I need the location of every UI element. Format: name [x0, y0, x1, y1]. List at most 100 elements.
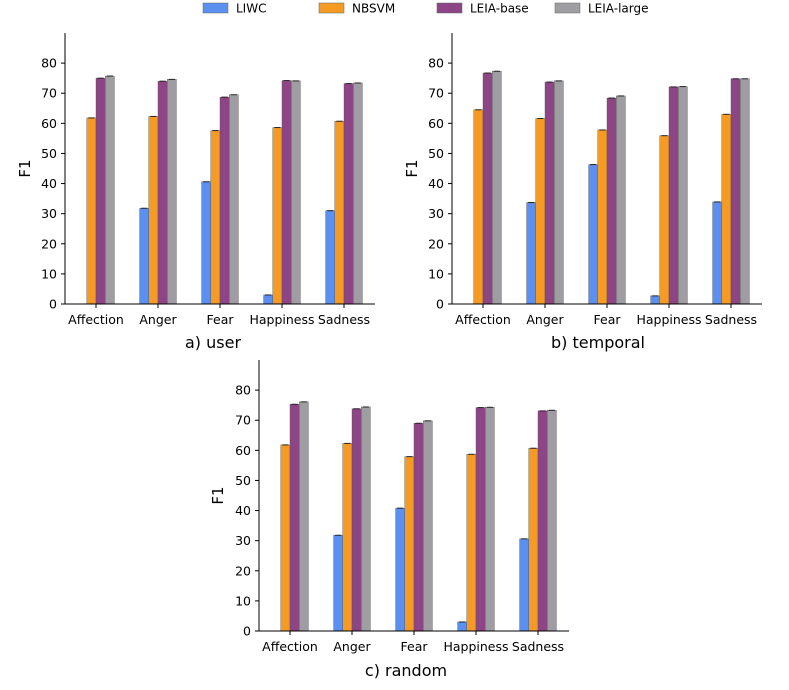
y-tick-label: 20	[41, 236, 57, 251]
bar-nbsvm-anger	[342, 443, 353, 632]
x-tick-label-happiness: Happiness	[636, 312, 701, 327]
y-tick-label: 60	[428, 116, 444, 131]
bar-leia-base-fear	[606, 97, 617, 305]
bar-leia-large-sadness	[740, 78, 750, 305]
bar-nbsvm-fear	[210, 130, 221, 305]
bar-leia-base-anger	[157, 80, 168, 305]
x-tick-label-fear: Fear	[401, 639, 429, 654]
y-tick-label: 50	[235, 473, 251, 488]
bar-nbsvm-happiness	[659, 135, 670, 305]
y-axis-label: F1	[403, 159, 421, 177]
bar-leia-base-happiness	[475, 407, 486, 632]
bar-leia-large-anger	[361, 406, 371, 632]
bar-leia-large-affection	[492, 71, 502, 305]
y-tick-label: 40	[235, 503, 251, 518]
bar-leia-base-fear	[219, 96, 230, 305]
y-tick-label: 10	[41, 266, 57, 281]
y-tick-label: 70	[235, 413, 251, 428]
legend: LIWC NBSVM LEIA-base LEIA-large	[202, 2, 649, 16]
bar-liwc-sadness	[325, 210, 336, 305]
bar-liwc-anger	[526, 202, 536, 305]
y-tick-label: 20	[235, 563, 251, 578]
y-axis-label: F1	[209, 486, 227, 504]
bar-leia-base-affection	[482, 72, 493, 305]
bar-leia-large-happiness	[485, 407, 495, 632]
y-tick-label: 80	[235, 383, 251, 398]
bar-leia-base-sadness	[343, 83, 354, 305]
bar-nbsvm-happiness	[466, 454, 477, 632]
bar-nbsvm-anger	[535, 118, 546, 305]
bar-leia-large-affection	[104, 75, 115, 305]
y-tick-label: 30	[41, 206, 57, 221]
bar-nbsvm-fear	[404, 456, 415, 632]
chart-panel-3: 0 10 20 30 40 50 60 70 80 Affection Anger Fear Happi…	[209, 360, 569, 680]
legend-swatch-leia-large	[554, 2, 581, 14]
chart-caption: c) random	[365, 661, 447, 680]
bar-liwc-anger	[139, 208, 150, 305]
chart-caption: a) user	[185, 333, 241, 352]
chart-caption: b) temporal	[551, 333, 645, 352]
y-tick-label: 10	[428, 266, 444, 281]
bar-nbsvm-fear	[597, 129, 608, 305]
y-tick-label: 30	[235, 533, 251, 548]
y-tick-label: 60	[235, 443, 251, 458]
legend-label-leia-base: LEIA-base	[470, 2, 529, 16]
x-tick-label-sadness: Sadness	[512, 639, 564, 654]
y-tick-label: 40	[41, 176, 57, 191]
chart-panel-1: 0 10 20 30 40 50 60 70 80 Affection Anger Fear Happi…	[16, 33, 375, 352]
y-tick-label: 30	[428, 206, 444, 221]
bar-leia-large-happiness	[291, 80, 301, 305]
bar-nbsvm-happiness	[272, 127, 283, 305]
bar-leia-base-affection	[289, 404, 300, 632]
legend-swatch-leia-base	[436, 2, 463, 14]
legend-swatch-nbsvm	[318, 2, 345, 14]
x-tick-label-anger: Anger	[139, 312, 177, 327]
bar-leia-large-happiness	[678, 86, 688, 305]
bar-liwc-fear	[588, 164, 598, 305]
bar-leia-large-sadness	[547, 410, 557, 632]
bar-leia-large-fear	[228, 94, 239, 305]
bar-leia-large-anger	[166, 79, 177, 305]
bar-leia-large-sadness	[353, 82, 363, 305]
bar-leia-base-anger	[544, 81, 555, 305]
bar-leia-large-fear	[423, 420, 433, 632]
bar-liwc-happiness	[650, 295, 660, 305]
x-tick-label-affection: Affection	[68, 312, 124, 327]
bar-nbsvm-sadness	[528, 448, 539, 632]
bar-leia-base-fear	[413, 423, 424, 632]
bar-nbsvm-affection	[280, 444, 291, 632]
bar-liwc-sadness	[519, 538, 529, 632]
y-tick-label: 70	[428, 86, 444, 101]
bar-leia-large-fear	[616, 95, 626, 305]
bar-liwc-sadness	[712, 201, 722, 305]
x-tick-label-happiness: Happiness	[249, 312, 314, 327]
bar-leia-base-happiness	[281, 80, 292, 305]
bar-leia-base-happiness	[668, 86, 679, 305]
bar-leia-base-sadness	[537, 410, 548, 632]
y-tick-label: 50	[428, 146, 444, 161]
legend-label-nbsvm: NBSVM	[352, 2, 395, 16]
y-tick-label: 0	[49, 297, 57, 312]
bar-leia-large-affection	[299, 401, 309, 632]
y-tick-label: 20	[428, 236, 444, 251]
bar-leia-base-affection	[95, 77, 106, 305]
bar-nbsvm-sadness	[721, 114, 732, 305]
x-tick-label-happiness: Happiness	[443, 639, 508, 654]
x-tick-label-anger: Anger	[333, 639, 371, 654]
x-tick-label-anger: Anger	[526, 312, 564, 327]
x-tick-label-affection: Affection	[262, 639, 318, 654]
y-tick-label: 60	[41, 116, 57, 131]
y-tick-label: 80	[41, 56, 57, 71]
bar-nbsvm-affection	[86, 117, 97, 305]
y-tick-label: 10	[235, 593, 251, 608]
y-tick-label: 0	[436, 297, 444, 312]
legend-swatch-liwc	[202, 2, 229, 14]
y-tick-label: 0	[243, 624, 251, 639]
bar-nbsvm-affection	[473, 109, 484, 305]
bar-liwc-anger	[333, 535, 344, 632]
x-tick-label-sadness: Sadness	[318, 312, 370, 327]
bar-liwc-fear	[201, 181, 212, 305]
x-tick-label-fear: Fear	[594, 312, 622, 327]
bar-nbsvm-anger	[148, 116, 159, 305]
